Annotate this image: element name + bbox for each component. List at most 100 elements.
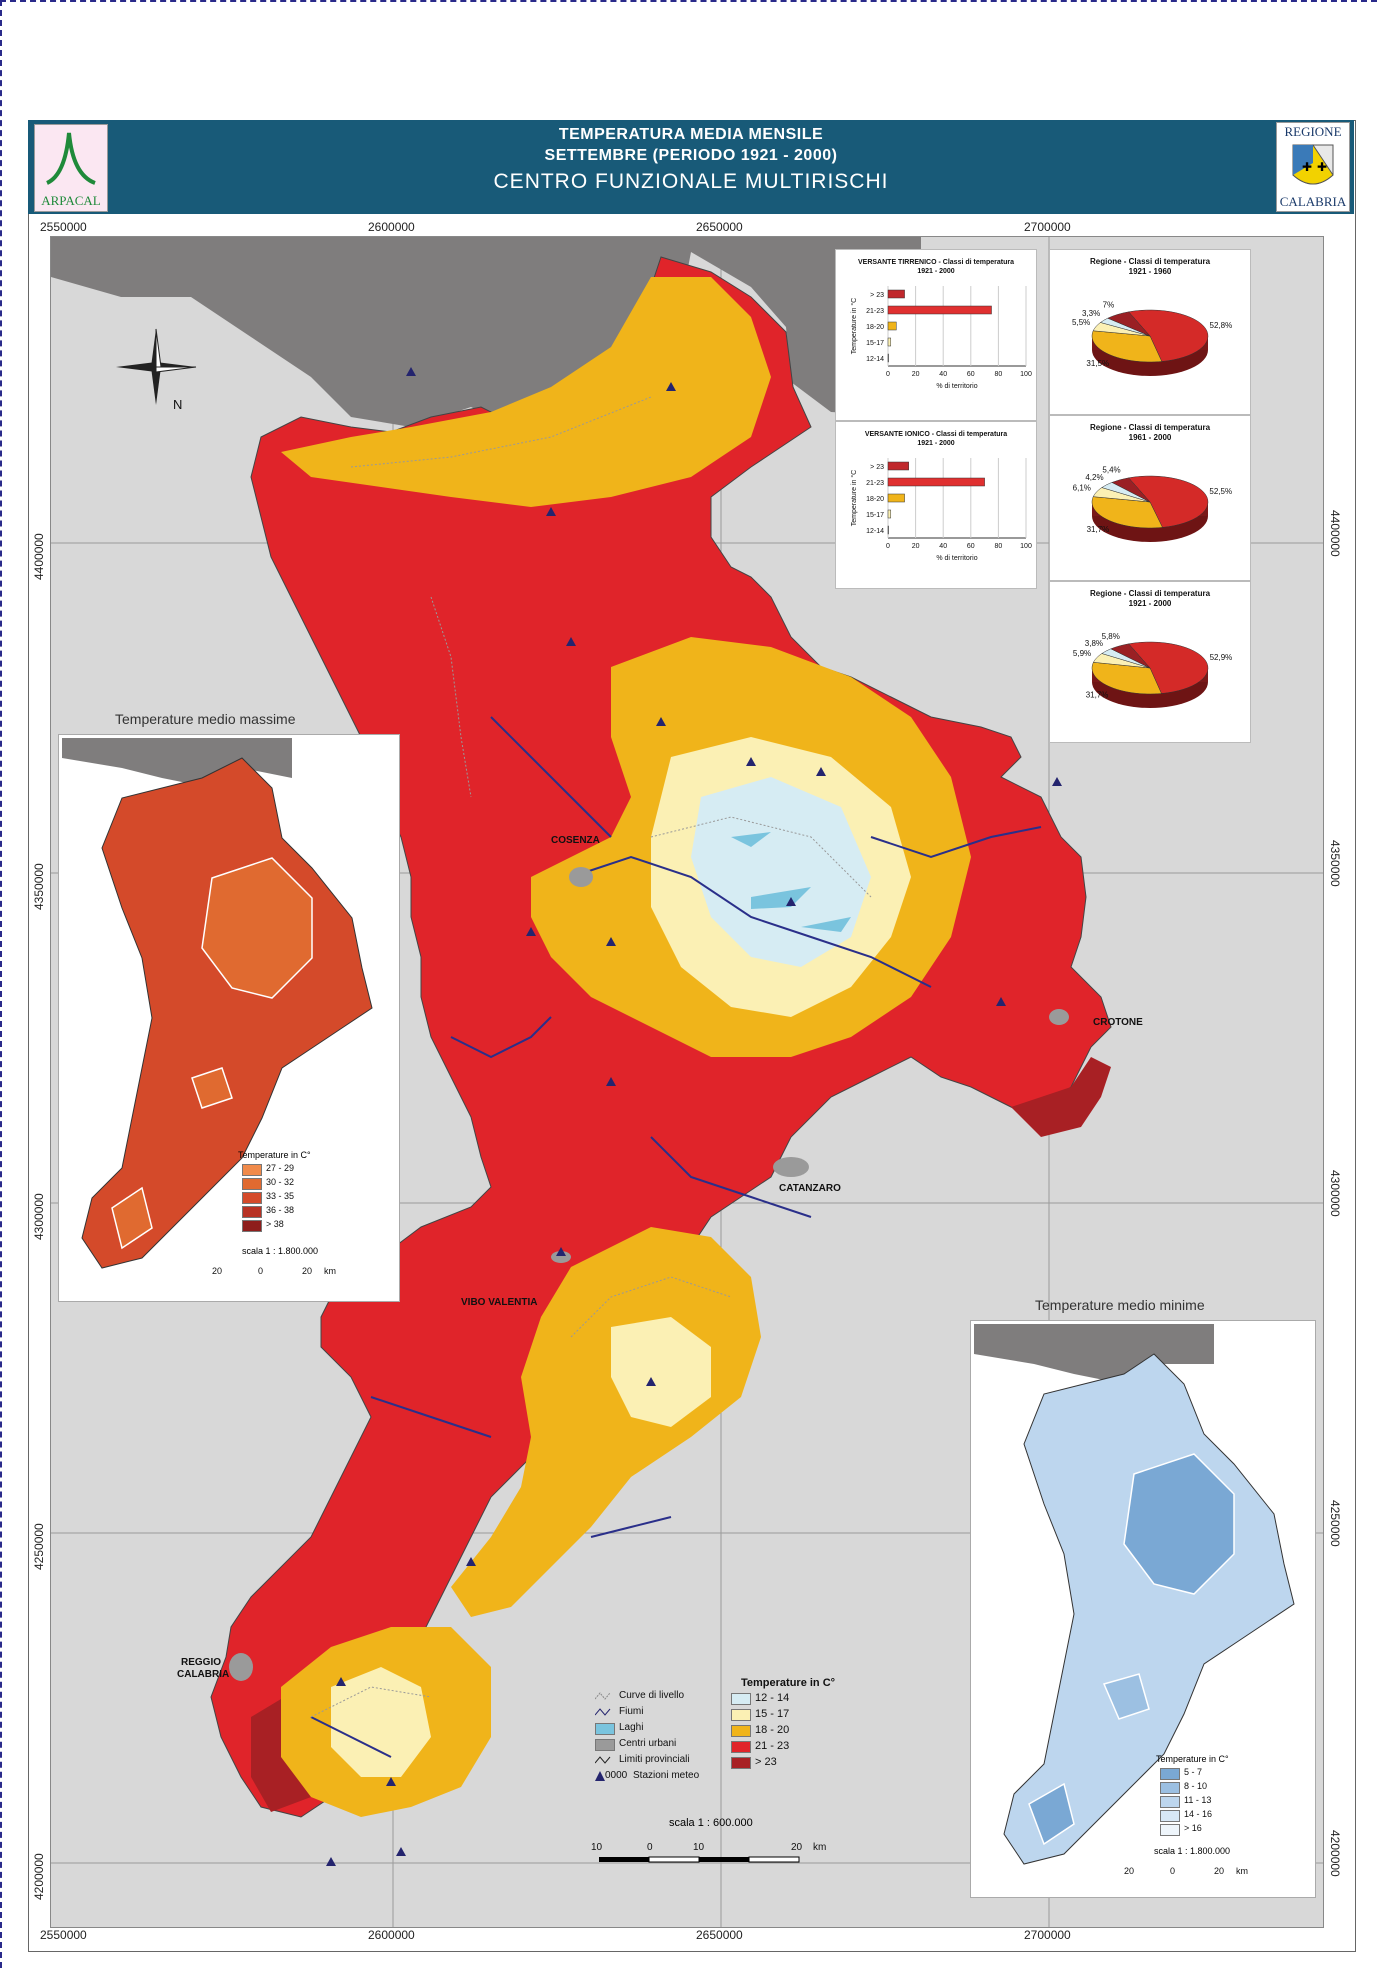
chart-pie-1921-1960: Regione - Classi di temperatura 1921 - 19… [1049,249,1251,415]
legend-class-label: 18 - 20 [755,1724,790,1736]
city-label-reggio: REGGIO [181,1657,222,1668]
pollino-zone-18-20 [281,277,771,507]
pie-slice-label: 5,9% [1073,649,1091,658]
aspromonte-zone-15-17 [331,1667,431,1777]
legend-class-item: 21 - 23 [731,1740,851,1753]
legend-color-swatch [1160,1810,1180,1822]
pie-slice [1091,330,1163,363]
page-border-top [0,0,1377,2]
city-label-catanzaro: CATANZARO [779,1183,841,1194]
legend-label: Stazioni meteo [633,1770,700,1781]
inset-min-svg [974,1324,1295,1865]
y-coord-label: 4300000 [32,1193,46,1240]
main-map-svg [51,237,1323,1927]
header-banner: TEMPERATURA MEDIA MENSILE SETTEMBRE (PER… [28,120,1354,214]
map-legend-temperature: Temperature in C° 12 - 14 15 - 17 18 - 20 2… [731,1677,871,1787]
sila-lakes [731,832,851,932]
chart-tick-label: 0 [886,543,890,550]
chart-category-label: 18-20 [866,496,884,503]
legend-class-item: 14 - 16 [1160,1809,1280,1822]
scale-tick: 0 [647,1842,653,1853]
x-coord-label-bottom: 2600000 [368,1928,415,1942]
contour-symbol-icon [595,1692,611,1700]
pie-slice [1091,496,1163,529]
legend-color-swatch [242,1206,262,1218]
regione-calabria-logo: REGIONE ✚ ✚ CALABRIA [1276,122,1350,212]
x-coord-label: 2600000 [368,220,415,234]
legend-class-item: 8 - 10 [1160,1781,1280,1794]
legend-label: Limiti provinciali [619,1754,690,1765]
chart-category-label: 15-17 [866,512,884,519]
pie-slice [1107,311,1151,337]
chart-bar [887,337,892,347]
legend-item-lakes: Laghi [595,1722,845,1735]
legend-class-label: > 38 [266,1219,284,1229]
chart-subtitle: 1921 - 2000 [917,440,954,447]
legend-class-item: 18 - 20 [731,1724,851,1737]
pie-slice-label: 4,2% [1085,473,1103,482]
legend-class-label: 8 - 10 [1184,1781,1208,1791]
y-coord-label-right: 4400000 [1328,510,1342,557]
legend-class-label: 12 - 14 [755,1692,790,1704]
legend-label: Curve di livello [619,1690,685,1701]
chart-x-label: % di territorio [936,555,977,562]
pie-slice-label: 3,3% [1082,309,1100,318]
scale-tick: km [813,1842,827,1853]
chart-title: Regione - Classi di temperatura [1090,589,1211,598]
pie-slice-label: 52,5% [1209,487,1232,496]
header-title-line2: SETTEMBRE (PERIODO 1921 - 2000) [544,147,838,164]
legend-class-label: > 23 [755,1756,777,1768]
legend-class-item: 5 - 7 [1160,1767,1280,1780]
chart-title: Regione - Classi di temperatura [1090,257,1211,266]
rivers [310,716,1042,1758]
legend-class-label: 21 - 23 [755,1740,790,1752]
pie-slice-label: 3,8% [1085,639,1103,648]
chart-pie-1961-2000: Regione - Classi di temperatura 1961 - 20… [1049,415,1251,581]
header-title-line1: TEMPERATURA MEDIA MENSILE [558,126,824,143]
crotone-warm-zone [1011,1057,1111,1137]
city-label-calabria: CALABRIA [177,1669,230,1680]
chart-x-label: % di territorio [936,383,977,390]
legend-color-swatch [242,1220,262,1232]
y-coord-label-right: 4250000 [1328,1500,1342,1547]
serre-zone-15-17 [611,1317,711,1427]
legend-item-boundaries: Limiti provinciali [595,1754,845,1766]
chart-tick-label: 40 [939,543,947,550]
legend-item-stations: 0000 Stazioni meteo [595,1770,845,1782]
x-coord-label-bottom: 2700000 [1024,1928,1071,1942]
chart-category-label: 12-14 [866,528,884,535]
city-label-cosenza: COSENZA [551,835,600,846]
regione-logo-top: REGIONE [1284,124,1342,139]
scale-tick: 20 [302,1266,313,1276]
chart-category-label: > 23 [870,292,884,299]
legend-class-label: > 16 [1184,1823,1202,1833]
arpacal-logo-text: ARPACAL [41,193,101,208]
legend-class-item: 27 - 29 [242,1163,362,1176]
svg-text:✚: ✚ [1302,160,1312,174]
chart-title: Regione - Classi di temperatura [1090,423,1211,432]
scale-tick: 20 [1214,1866,1225,1876]
y-coord-label-right: 4300000 [1328,1170,1342,1217]
legend-class-item: > 23 [731,1756,851,1769]
legend-item-contour: Curve di livello [595,1690,845,1702]
y-coord-label: 4400000 [32,533,46,580]
legend-class-item: 11 - 13 [1160,1795,1280,1808]
legend-color-swatch [1160,1796,1180,1808]
chart-category-label: 18-20 [866,324,884,331]
chart-tick-label: 100 [1020,543,1032,550]
chart-category-label: 15-17 [866,340,884,347]
chart-tick-label: 40 [939,371,947,378]
x-coord-label: 2650000 [696,220,743,234]
chart-y-label: Temperature in °C [850,470,858,527]
basilicata-region [51,237,921,427]
legend-class-item: 30 - 32 [242,1177,362,1190]
scale-tick: km [1236,1866,1248,1876]
inset-min-scale: scala 1 : 1.800.000 [1154,1846,1231,1856]
boundary-symbol-icon [595,1756,611,1764]
north-label: N [173,397,183,412]
city-label-crotone: CROTONE [1093,1017,1143,1028]
legend-class-label: 30 - 32 [266,1177,295,1187]
pie-slice [1128,309,1209,362]
chart-category-label: 21-23 [866,480,884,487]
legend-color-swatch [731,1693,751,1705]
